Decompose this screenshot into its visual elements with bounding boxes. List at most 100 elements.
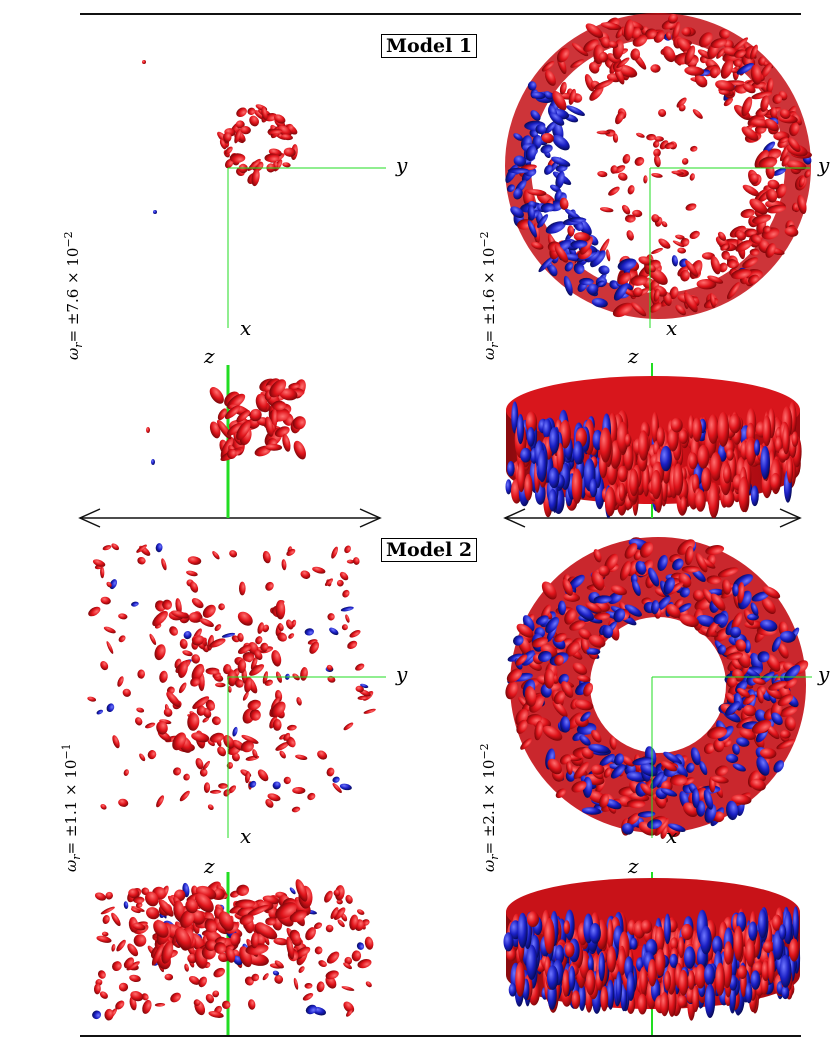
positive-vortex-blob <box>363 708 376 714</box>
positive-vortex-blob <box>345 614 350 623</box>
positive-vortex-blob <box>183 773 190 781</box>
positive-vortex-blob <box>516 623 534 638</box>
positive-vortex-blob <box>749 248 760 256</box>
positive-vortex-blob <box>630 275 648 286</box>
positive-vortex-blob <box>146 427 150 433</box>
positive-vortex-blob <box>265 443 283 451</box>
positive-vortex-blob <box>179 790 190 802</box>
positive-vortex-blob <box>597 171 608 178</box>
positive-vortex-blob <box>126 961 140 971</box>
negative-vortex-blob <box>548 488 558 512</box>
negative-vortex-blob <box>771 712 783 726</box>
negative-vortex-blob <box>655 595 671 612</box>
positive-vortex-blob <box>309 641 320 654</box>
positive-vortex-blob <box>277 632 287 642</box>
positive-vortex-blob <box>112 735 120 749</box>
negative-vortex-blob <box>624 604 642 617</box>
positive-vortex-blob <box>767 179 780 190</box>
negative-vortex-blob <box>183 631 192 640</box>
positive-vortex-blob <box>184 963 189 972</box>
positive-vortex-blob <box>721 250 730 260</box>
positive-vortex-blob <box>607 53 622 65</box>
negative-vortex-blob <box>664 913 671 945</box>
positive-vortex-blob <box>687 970 696 990</box>
positive-vortex-blob <box>307 792 316 801</box>
positive-vortex-blob <box>295 946 311 958</box>
positive-vortex-blob <box>207 739 215 747</box>
positive-vortex-blob <box>244 677 253 693</box>
negative-vortex-blob <box>92 1010 102 1020</box>
negative-vortex-blob <box>123 901 129 909</box>
positive-vortex-blob <box>750 234 762 244</box>
positive-vortex-blob <box>298 966 305 973</box>
positive-vortex-blob <box>604 486 616 517</box>
positive-vortex-blob <box>710 256 721 275</box>
positive-vortex-blob <box>192 635 204 646</box>
positive-vortex-blob <box>237 611 253 626</box>
positive-vortex-blob <box>568 88 577 105</box>
positive-vortex-blob <box>649 302 662 313</box>
positive-vortex-blob <box>272 719 282 731</box>
positive-vortex-blob <box>782 424 790 455</box>
positive-vortex-blob <box>172 732 187 751</box>
positive-vortex-blob <box>191 598 204 609</box>
positive-vortex-blob <box>752 214 772 224</box>
positive-vortex-blob <box>571 468 583 504</box>
positive-vortex-blob <box>750 64 762 85</box>
positive-vortex-blob <box>534 720 543 741</box>
model1-title: Model 1 <box>381 34 478 58</box>
positive-vortex-blob <box>275 741 290 751</box>
negative-vortex-blob <box>531 91 546 100</box>
positive-vortex-blob <box>651 173 663 178</box>
negative-vortex-blob <box>650 771 664 789</box>
positive-vortex-blob <box>247 904 270 917</box>
positive-vortex-blob <box>555 788 566 799</box>
positive-vortex-blob <box>624 433 632 447</box>
positive-vortex-blob <box>679 614 699 628</box>
negative-vortex-blob <box>736 62 754 75</box>
positive-vortex-blob <box>316 981 325 993</box>
negative-vortex-blob <box>733 574 753 589</box>
positive-vortex-blob <box>723 464 732 484</box>
positive-vortex-blob <box>242 652 255 662</box>
positive-vortex-blob <box>300 570 311 579</box>
positive-vortex-blob <box>678 429 689 445</box>
negative-vortex-blob <box>513 188 523 200</box>
positive-vortex-blob <box>162 599 173 610</box>
positive-vortex-blob <box>724 941 733 965</box>
positive-vortex-blob <box>324 578 334 586</box>
negative-vortex-blob <box>699 760 708 776</box>
negative-vortex-blob <box>560 716 571 733</box>
positive-vortex-blob <box>188 975 200 985</box>
positive-vortex-blob <box>733 49 746 58</box>
negative-vortex-blob <box>700 925 712 955</box>
negative-vortex-blob <box>332 776 340 783</box>
negative-vortex-blob <box>779 954 792 988</box>
positive-vortex-blob <box>330 907 339 920</box>
positive-vortex-blob <box>593 549 602 563</box>
negative-vortex-blob <box>758 909 768 939</box>
negative-vortex-blob <box>544 121 557 134</box>
positive-vortex-blob <box>199 768 208 777</box>
positive-vortex-blob <box>656 426 665 447</box>
positive-vortex-blob <box>229 550 238 558</box>
positive-vortex-blob <box>133 896 145 904</box>
negative-vortex-blob <box>289 887 296 895</box>
positive-vortex-blob <box>241 734 259 744</box>
positive-vortex-blob <box>594 79 614 90</box>
positive-vortex-blob <box>246 953 269 966</box>
positive-vortex-blob <box>726 282 740 300</box>
positive-vortex-blob <box>756 688 764 704</box>
positive-vortex-blob <box>578 628 592 640</box>
positive-vortex-blob <box>240 125 251 135</box>
positive-vortex-blob <box>267 128 283 135</box>
positive-vortex-blob <box>766 78 774 95</box>
positive-vortex-blob <box>255 393 268 412</box>
positive-vortex-blob <box>777 643 789 659</box>
axis-label-z: z <box>204 854 215 878</box>
positive-vortex-blob <box>626 230 634 241</box>
positive-vortex-blob <box>664 142 675 149</box>
positive-vortex-blob <box>111 943 116 952</box>
positive-vortex-blob <box>751 719 772 734</box>
model1-right-top-view <box>505 13 812 328</box>
